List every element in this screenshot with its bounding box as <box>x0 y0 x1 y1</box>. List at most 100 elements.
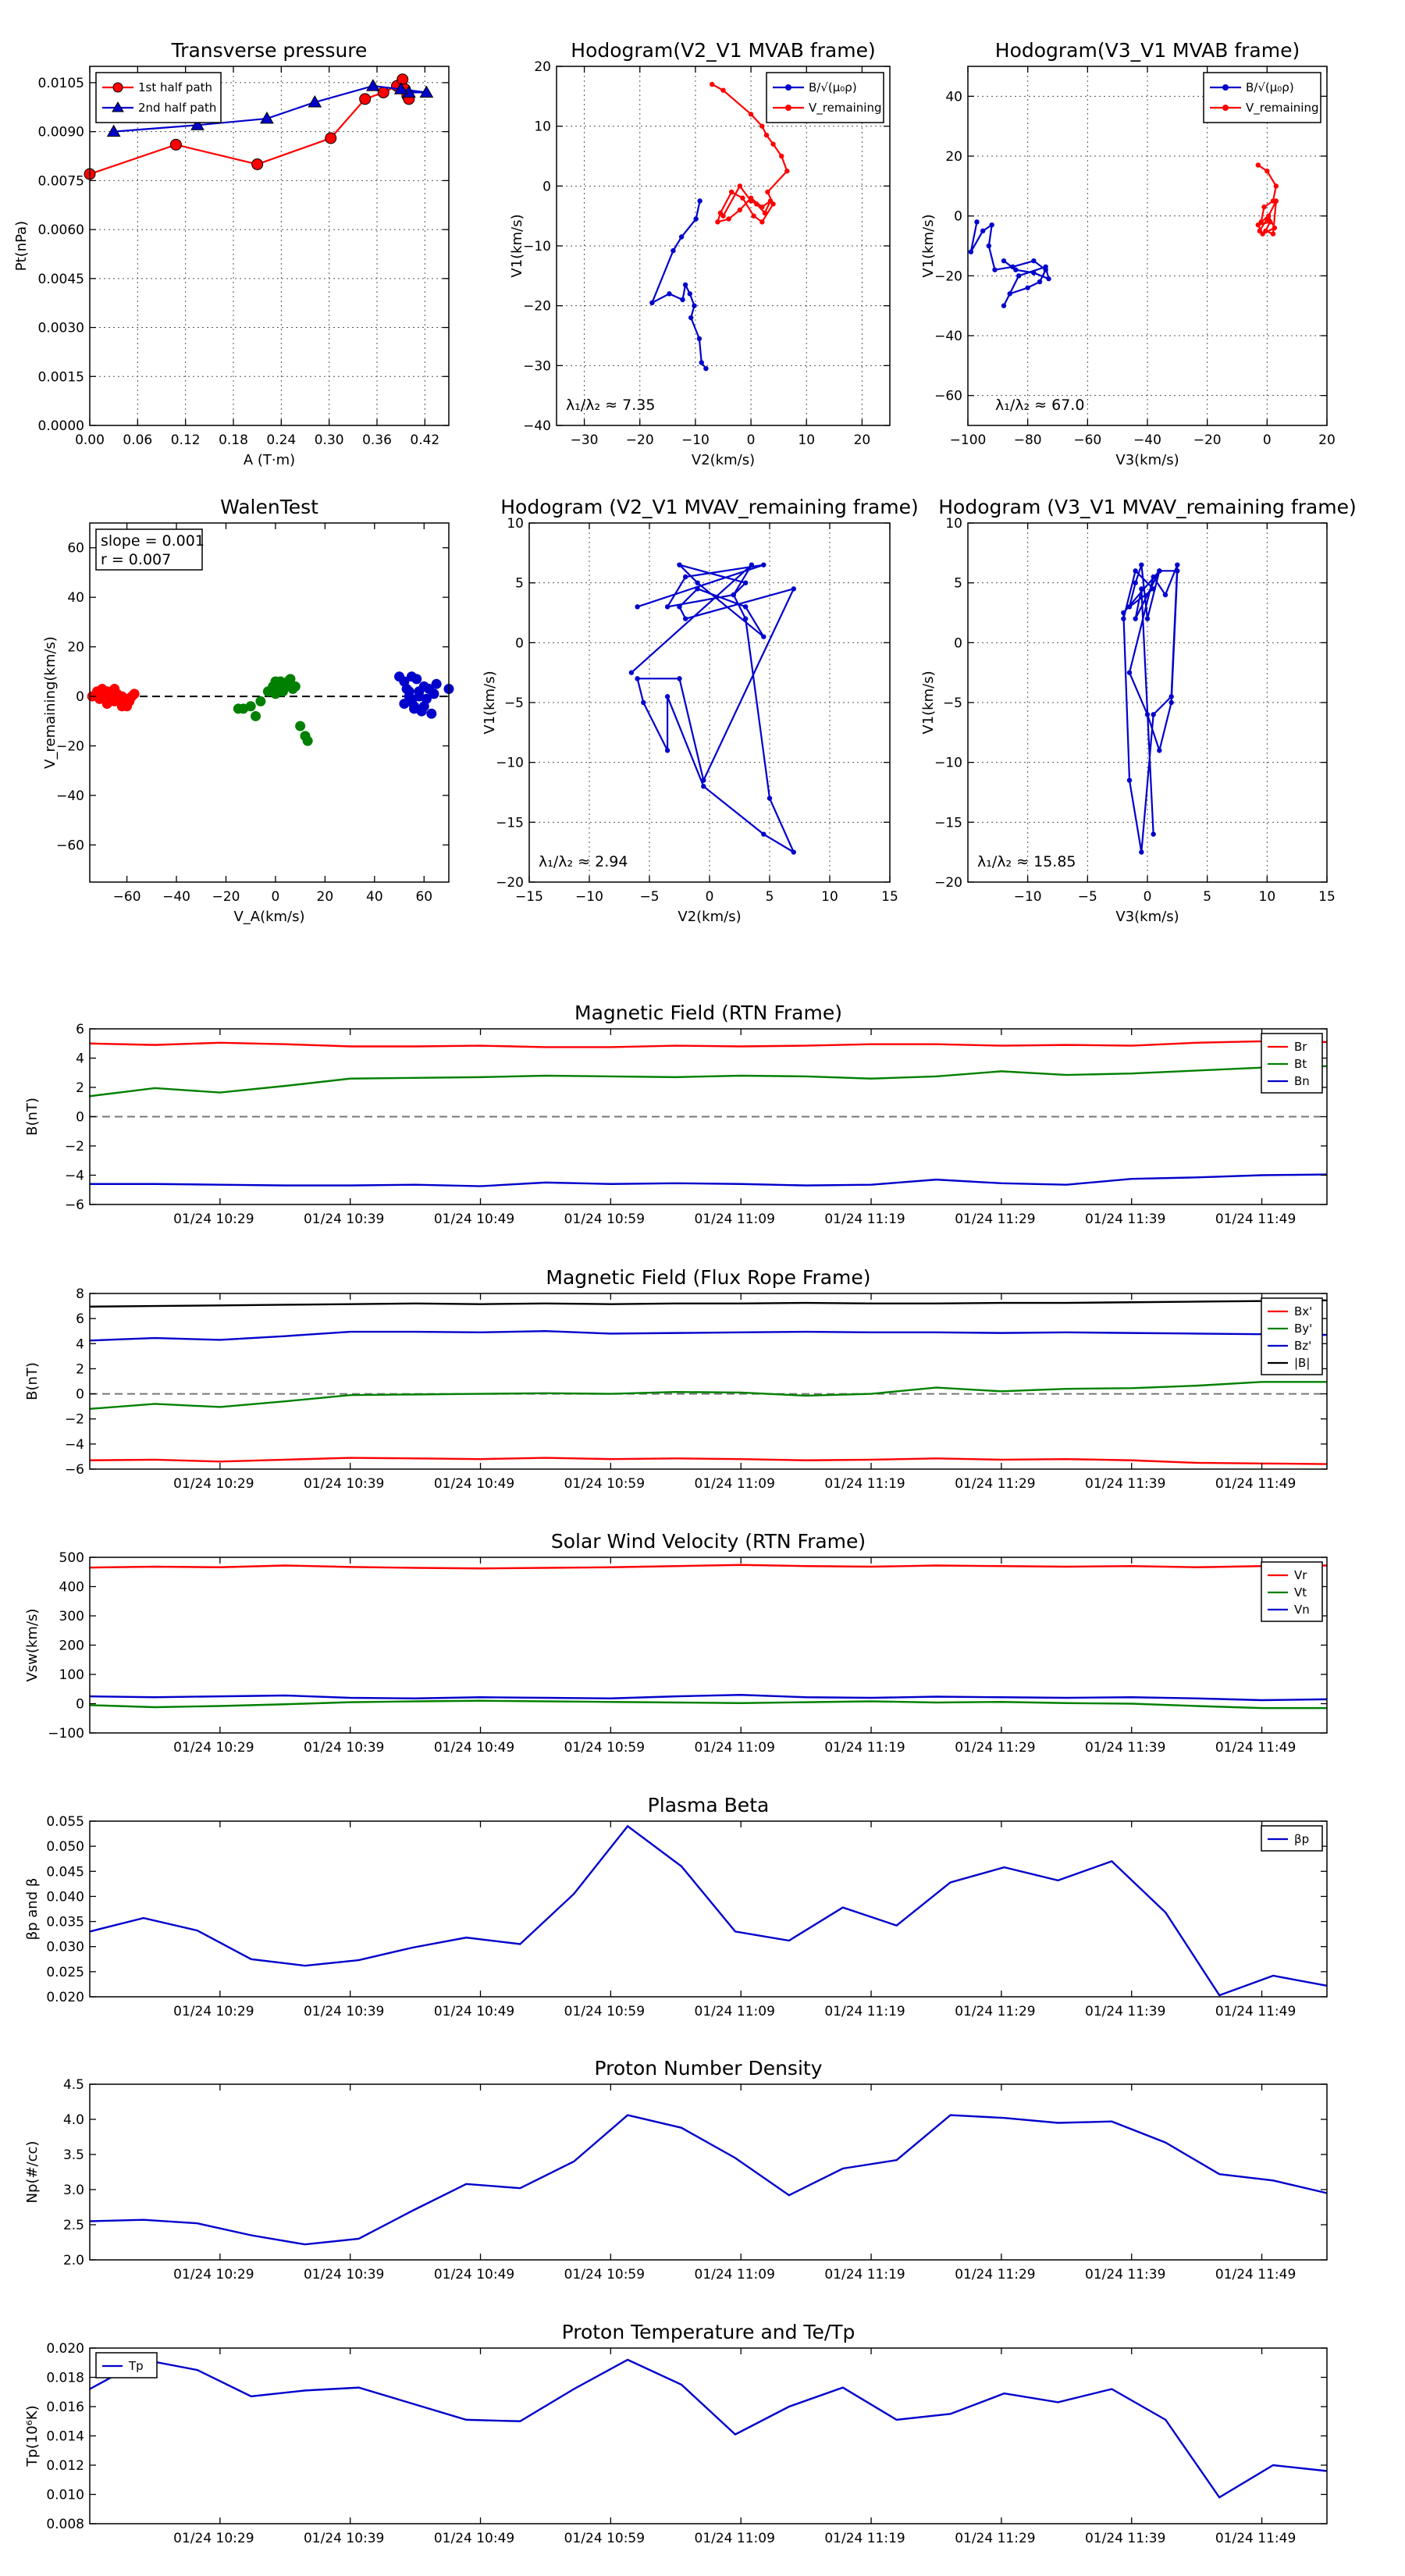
x-tick-label: 01/24 11:49 <box>1215 2004 1296 2019</box>
data-point <box>767 795 773 801</box>
data-point <box>251 158 264 170</box>
data-point <box>406 671 417 682</box>
data-point <box>767 198 774 204</box>
y-tick-label: −40 <box>934 329 962 344</box>
x-tick-label: 5 <box>1203 889 1211 905</box>
y-tick-label: 0.008 <box>46 2517 84 2532</box>
y-tick-label: 0.0075 <box>38 173 84 189</box>
y-tick-label: −15 <box>496 815 524 831</box>
x-tick-label: 0 <box>1144 889 1152 905</box>
data-point <box>720 213 726 219</box>
plot-frame <box>89 1293 1328 1470</box>
y-tick-label: 0 <box>76 1387 84 1403</box>
data-point <box>720 87 726 93</box>
x-tick-label: 01/24 11:39 <box>1085 2004 1165 2019</box>
chart-title: Transverse pressure <box>171 39 368 62</box>
data-point <box>1007 291 1012 297</box>
x-tick-label: 01/24 11:49 <box>1215 1476 1296 1492</box>
y-tick-label: −20 <box>496 875 524 891</box>
series-1 <box>233 674 313 746</box>
data-point <box>683 616 688 621</box>
y-tick-label: −4 <box>65 1437 84 1453</box>
x-tick-label: 01/24 10:49 <box>434 1212 514 1227</box>
y-tick-label: −2 <box>65 1412 84 1428</box>
x-tick-label: −40 <box>162 889 190 905</box>
x-tick-label: 0 <box>706 889 714 905</box>
y-tick-label: −10 <box>496 756 524 771</box>
y-tick-label: 2 <box>76 1080 84 1096</box>
legend <box>95 72 222 123</box>
series-line-bz- <box>89 1330 1328 1342</box>
legend-marker <box>112 101 124 112</box>
y-tick-label: 0 <box>76 1697 84 1713</box>
annotation-line: slope = 0.001 <box>101 532 205 550</box>
series-line-vn <box>89 1694 1328 1702</box>
y-tick-label: 0.010 <box>46 2488 84 2503</box>
data-point <box>418 701 429 712</box>
series-line <box>631 563 796 855</box>
legend-label: Tp <box>128 2359 144 2373</box>
data-point <box>680 297 685 303</box>
y-tick-label: 0 <box>542 179 551 194</box>
x-tick-label: 01/24 11:29 <box>955 2267 1035 2282</box>
ratio-annotation: λ₁/λ₂ ≈ 7.35 <box>566 397 655 414</box>
y-axis-label: V1(km/s) <box>920 214 937 277</box>
series-0 <box>87 684 140 712</box>
data-point <box>635 604 640 610</box>
data-point <box>710 81 715 87</box>
x-tick-label: 01/24 11:29 <box>955 1740 1035 1756</box>
data-point <box>784 168 790 174</box>
data-point <box>1001 258 1007 264</box>
series-line--p <box>89 1824 1328 1997</box>
y-tick-label: −5 <box>943 696 962 711</box>
y-tick-label: 40 <box>945 89 962 105</box>
y-tick-label: −20 <box>934 875 962 891</box>
chart-title: Hodogram (V3_V1 MVAV_remaining frame) <box>938 496 1357 518</box>
y-tick-label: 300 <box>59 1609 84 1624</box>
x-tick-label: 0.12 <box>171 432 201 448</box>
x-tick-label: 01/24 10:39 <box>304 1212 384 1227</box>
data-point <box>703 365 709 372</box>
legend-label: Bt <box>1294 1057 1307 1071</box>
y-axis-label: Tp(10⁶K) <box>24 2405 41 2467</box>
y-axis-label: βp and β <box>24 1878 41 1941</box>
data-point <box>754 201 759 207</box>
data-point <box>649 300 655 306</box>
plot-frame <box>89 522 450 883</box>
chart-title: WalenTest <box>220 496 318 518</box>
data-point <box>1273 198 1279 204</box>
x-tick-label: −20 <box>626 432 654 448</box>
data-point <box>986 243 992 249</box>
data-point <box>94 693 105 704</box>
y-tick-label: −15 <box>934 815 962 831</box>
x-tick-label: 01/24 11:39 <box>1085 2531 1165 2546</box>
series-0 <box>1121 562 1180 855</box>
series-line-np <box>89 2114 1328 2246</box>
y-tick-label: 200 <box>59 1638 84 1654</box>
data-point <box>1025 285 1030 290</box>
y-tick-label: 20 <box>534 59 551 75</box>
x-tick-label: 5 <box>766 889 774 905</box>
y-tick-label: 2 <box>76 1361 84 1377</box>
x-tick-label: 0.06 <box>123 432 152 448</box>
annotation-box <box>95 528 203 571</box>
data-point <box>980 228 986 234</box>
legend <box>1203 72 1321 123</box>
data-point <box>743 604 749 610</box>
data-point <box>359 93 372 105</box>
x-tick-label: 01/24 11:09 <box>695 1740 775 1756</box>
data-point <box>1168 694 1174 699</box>
panel-proton-temperature: 01/24 10:29 01/24 10:39 01/24 10:49 01/24 1… <box>24 2321 1328 2546</box>
y-tick-label: −20 <box>56 739 84 755</box>
legend <box>766 72 884 123</box>
data-point <box>122 693 133 704</box>
x-tick-label: 0 <box>1263 432 1272 448</box>
y-tick-label: 5 <box>954 576 962 592</box>
panel-transverse-pressure: 0.00 0.06 0.12 0.18 0.24 0.30 0.36 0.42 0.0000 0.… <box>13 39 450 468</box>
series-line <box>113 84 427 133</box>
data-point <box>393 82 408 94</box>
chart-title: Magnetic Field (Flux Rope Frame) <box>546 1266 870 1289</box>
data-point <box>765 189 770 195</box>
data-point <box>1031 270 1037 276</box>
x-tick-label: 01/24 11:49 <box>1215 2267 1296 2282</box>
